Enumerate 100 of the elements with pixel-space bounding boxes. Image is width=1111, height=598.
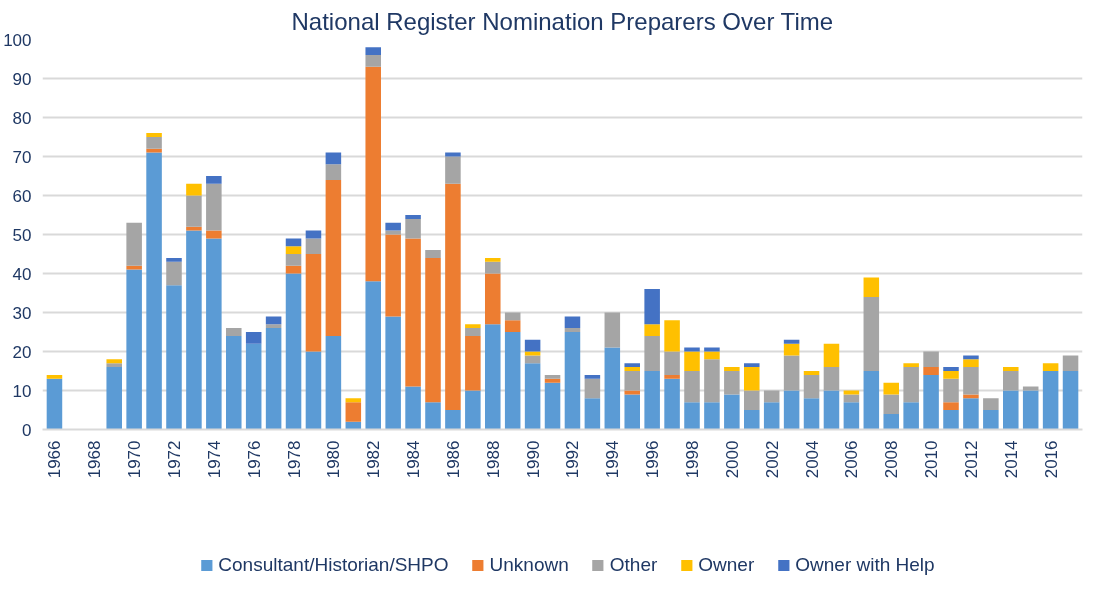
y-tick-label: 30 [12, 303, 32, 323]
bar [983, 398, 999, 410]
bar [405, 238, 421, 387]
bar [385, 316, 401, 430]
x-tick-label: 1972 [164, 440, 184, 479]
y-tick-label: 90 [12, 69, 32, 89]
bar [943, 410, 959, 430]
bar [126, 269, 142, 430]
bar [664, 320, 680, 352]
bar [823, 343, 840, 368]
bar [325, 179, 342, 336]
legend-label: Unknown [489, 553, 569, 576]
x-tick-label: 1984 [404, 440, 424, 479]
bar [1022, 390, 1039, 430]
bar [425, 257, 441, 403]
bar [903, 402, 919, 430]
y-tick-label: 80 [12, 108, 32, 128]
bar [1003, 371, 1019, 391]
bar [245, 343, 262, 430]
bar [146, 133, 162, 137]
x-tick-label: 1988 [483, 440, 503, 479]
bar [943, 378, 959, 403]
bar [285, 238, 302, 247]
legend-label: Consultant/Historian/SHPO [218, 553, 449, 576]
bar [1062, 355, 1079, 371]
x-tick-label: 1970 [125, 440, 145, 479]
bar [783, 390, 800, 430]
bar [365, 47, 381, 56]
bar [544, 378, 561, 383]
bar [485, 273, 501, 325]
bar [644, 289, 660, 325]
bar [704, 347, 720, 352]
bar [524, 339, 541, 352]
x-tick-label: 2006 [842, 440, 862, 479]
bar [524, 355, 541, 364]
y-tick-label: 10 [12, 381, 32, 401]
bar [146, 152, 162, 430]
bar [644, 324, 660, 336]
bar [724, 367, 740, 371]
bar [564, 316, 581, 329]
bar [763, 402, 780, 430]
bar [803, 374, 820, 399]
x-tick-label: 1968 [85, 440, 105, 479]
bar [285, 246, 302, 254]
bar [823, 390, 840, 430]
bar [126, 265, 142, 270]
bar [106, 359, 122, 364]
bar [206, 230, 222, 239]
bar [405, 215, 421, 219]
bar [206, 176, 222, 184]
bar [803, 398, 820, 430]
bar [385, 234, 401, 317]
bar [385, 230, 401, 235]
bar [943, 371, 959, 379]
bar [624, 394, 640, 430]
bar [624, 371, 640, 391]
bar [763, 390, 780, 403]
bar [744, 363, 760, 368]
bar [923, 351, 939, 368]
x-tick-label: 1976 [244, 440, 264, 479]
bar [1003, 367, 1019, 371]
bar [644, 371, 660, 430]
bar [903, 363, 919, 368]
bar [425, 250, 441, 258]
bar [923, 374, 939, 430]
bar [265, 328, 282, 430]
bar [744, 410, 760, 430]
bar [744, 367, 760, 391]
bar [684, 347, 700, 352]
bar [186, 195, 202, 227]
bar [465, 328, 481, 336]
bar [664, 374, 680, 379]
x-tick-label: 2000 [722, 440, 742, 479]
x-tick-label: 1980 [324, 440, 344, 479]
bar [445, 183, 461, 410]
bar [345, 402, 362, 422]
x-tick-label: 1996 [643, 440, 663, 479]
bar [963, 355, 979, 360]
y-tick-label: 0 [22, 420, 32, 440]
bar [365, 55, 381, 67]
bar [186, 230, 202, 430]
bar [405, 218, 421, 239]
bar [544, 374, 561, 379]
bar [485, 324, 501, 430]
bar [504, 332, 521, 430]
legend-label: Owner with Help [795, 553, 935, 576]
bar [285, 265, 302, 274]
chart-title: National Register Nomination Preparers Over Time [291, 7, 834, 35]
bar [46, 374, 63, 379]
bar [544, 382, 561, 430]
x-tick-label: 1982 [364, 440, 384, 479]
bar [604, 312, 621, 348]
bar [126, 222, 142, 266]
bar [823, 367, 840, 391]
bar [684, 402, 700, 430]
bar [305, 254, 322, 352]
bar [465, 390, 481, 430]
bar [584, 398, 601, 430]
bar [285, 254, 302, 266]
bar [783, 355, 800, 391]
